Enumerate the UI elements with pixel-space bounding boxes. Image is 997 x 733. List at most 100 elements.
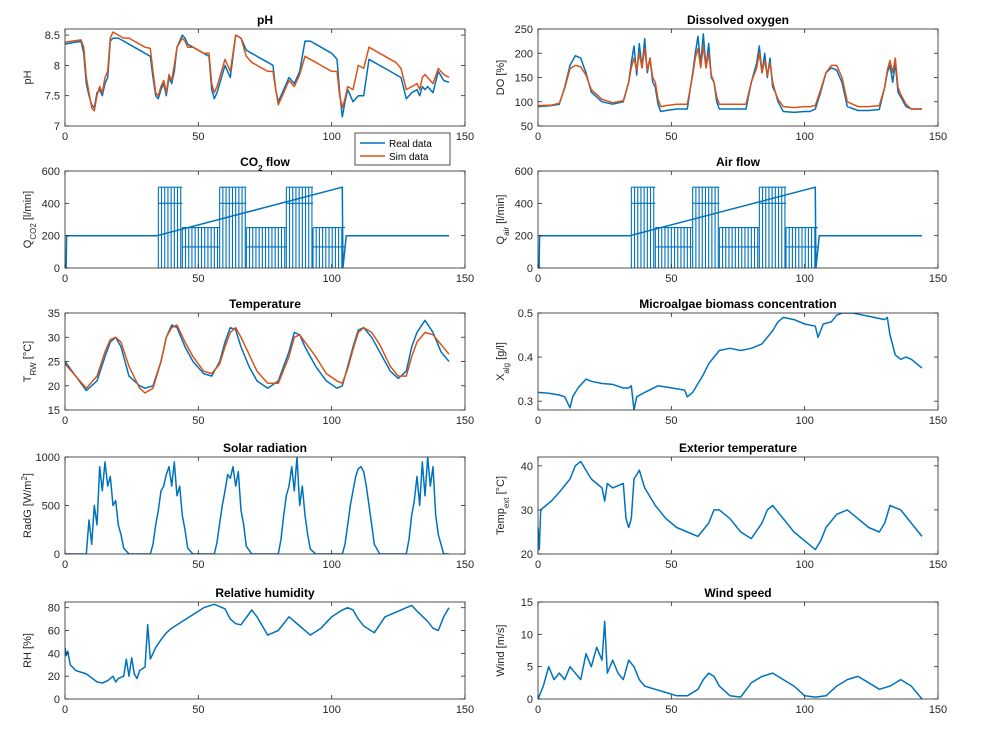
plot-background [538,313,938,410]
legend: Real data Sim data [354,132,451,166]
x-tick-label: 100 [322,131,340,143]
x-tick-label: 100 [795,415,813,427]
data-layer [538,620,923,699]
y-tick-label: 8.5 [45,30,60,42]
x-tick-label: 50 [665,415,677,427]
x-tick-label: 150 [456,415,474,427]
subplot-ph: 0 50 100 150 7 7.5 8 8.5 pH pH Real data Sim data [22,13,474,166]
x-tick-label: 0 [62,704,68,716]
x-tick-label: 0 [62,273,68,285]
chart-title: Air flow [716,155,761,169]
y-tick-label: 1000 [36,452,60,464]
y-tick-label: 20 [48,671,60,683]
y-tick-label: 20 [48,381,60,393]
data-layer [538,460,923,551]
y-tick-label: 15 [48,405,60,417]
y-axis-label: RadG [W/m2] [20,473,35,538]
y-axis-label: Tempext [°C] [495,476,511,535]
y-tick-label: 150 [515,73,533,85]
axes-box [64,170,466,269]
y-tick-label: 250 [515,24,533,36]
series-line-real-data [538,620,923,699]
x-tick-label: 0 [62,415,68,427]
y-tick-label: 400 [515,198,533,210]
subplot-wind-speed: 0 50 100 150 0 5 10 15 Wind speed Wind [m/s] [495,586,947,716]
y-tick-label: 60 [48,626,60,638]
axes-box [64,28,466,127]
y-tick-label: 30 [48,332,60,344]
y-tick-label: 0 [54,549,60,561]
y-axis-label: RH [%] [22,633,34,668]
x-tick-label: 100 [322,704,340,716]
series-line-real-data [65,319,450,392]
x-tick-label: 50 [665,559,677,571]
x-tick-label: 150 [456,273,474,285]
y-tick-label: 0 [54,263,60,275]
x-tick-label: 50 [192,559,204,571]
data-layer [65,603,450,684]
y-axis-label: TRW [°C] [22,341,38,382]
subplot-temperature: 0 50 100 150 15 20 25 30 35 Temperature TRW [°C] [22,297,474,427]
x-tick-label: 150 [929,131,947,143]
y-tick-label: 0.4 [518,352,533,364]
y-tick-label: 500 [42,501,60,513]
y-tick-label: 7 [54,121,60,133]
data-layer [65,457,449,554]
series-line-sim-data [65,324,450,394]
chart-title: Relative humidity [215,586,315,600]
series-line-sim-data [538,45,922,110]
data-layer [538,313,923,410]
legend-box [354,132,451,166]
subplot-relative-humidity: 0 50 100 150 0 20 40 60 80 Relative humidity RH [%… [22,586,474,716]
y-tick-label: 400 [42,198,60,210]
chart-title: CO2 flow [240,155,290,173]
x-tick-label: 50 [192,273,204,285]
axes-box [537,170,939,269]
y-tick-label: 25 [48,357,60,369]
data-layer [538,186,922,268]
x-tick-label: 50 [665,273,677,285]
chart-title: Wind speed [704,586,771,600]
y-axis-label: DO [%] [495,60,507,95]
y-tick-label: 15 [521,597,533,609]
x-tick-label: 0 [535,415,541,427]
series-line-real-data [538,313,923,410]
subplot-co2-flow: 0 50 100 150 0 200 400 600 CO2 flow QCO2 [l/min] [22,155,474,285]
y-axis-label: Qair [l/min] [495,195,511,245]
plot-background [65,602,465,699]
y-tick-label: 5 [527,662,533,674]
pulse-segment [285,187,313,268]
y-tick-label: 35 [48,308,60,320]
y-tick-label: 600 [515,166,533,178]
pulse-segment [692,187,719,268]
series-line-real-data [65,603,450,684]
data-layer [538,33,922,114]
axes-box [537,456,939,555]
x-tick-label: 150 [456,559,474,571]
x-tick-label: 0 [62,559,68,571]
y-tick-label: 20 [521,549,533,561]
legend-entry: Sim data [389,152,429,163]
legend-entry: Real data [389,139,432,150]
y-tick-label: 10 [521,629,533,641]
series-line-sim-data [65,31,450,112]
x-tick-label: 100 [795,131,813,143]
y-tick-label: 200 [42,231,60,243]
series-line-real-data [538,186,922,268]
y-tick-label: 0 [527,263,533,275]
x-tick-label: 0 [535,704,541,716]
pulse-segment [312,227,343,268]
x-tick-label: 100 [322,559,340,571]
pulse-segment [245,227,286,268]
y-axis-label: QCO2 [l/min] [22,191,38,248]
x-tick-label: 100 [322,415,340,427]
y-axis-label: Xalg [g/l] [495,342,511,381]
data-layer [65,186,449,268]
pulse-segment [718,227,759,268]
x-tick-label: 50 [192,704,204,716]
plot-background [65,29,465,126]
series-line-real-data [65,457,449,554]
y-tick-label: 0.3 [518,396,533,408]
pulse-segment [630,187,655,268]
x-tick-label: 100 [795,704,813,716]
